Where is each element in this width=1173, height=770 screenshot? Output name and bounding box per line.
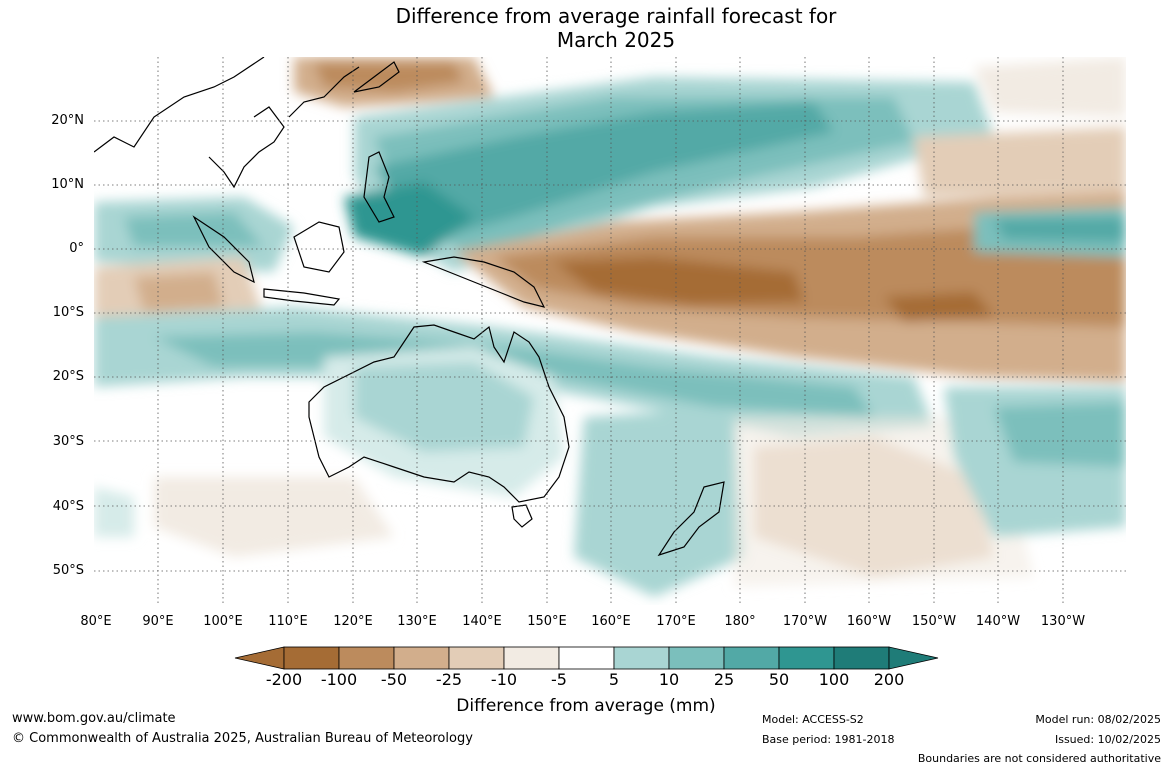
colorbar-extension-low — [234, 646, 285, 670]
dry-anomaly-northeast-pacific — [914, 127, 1126, 197]
colorbar-tick: 50 — [768, 670, 790, 689]
wet-anomaly-maritime-core — [344, 182, 474, 257]
lon-label-130w: 130°W — [1040, 614, 1086, 629]
colorbar-segment — [558, 646, 615, 670]
lon-label-120e: 120°E — [333, 614, 373, 629]
colorbar-segment — [778, 646, 835, 670]
model-run-text: Model run: 08/02/2025 — [1035, 713, 1161, 726]
colorbar-tick: -5 — [551, 670, 567, 689]
lat-label-20n: 20°N — [51, 113, 84, 128]
colorbar-segment — [338, 646, 395, 670]
lat-label-40s: 40°S — [52, 499, 84, 514]
colorbar-tick: 5 — [608, 670, 620, 689]
issued-text: Issued: 10/02/2025 — [1054, 733, 1161, 746]
disclaimer-text: Boundaries are not considered authoritat… — [917, 752, 1161, 765]
lat-label-50s: 50°S — [52, 563, 84, 578]
lon-label-130e: 130°E — [397, 614, 437, 629]
java-coastline — [263, 288, 341, 306]
colorbar-tick: -50 — [380, 670, 408, 689]
lon-label-180: 180° — [724, 614, 756, 629]
lon-label-150e: 150°E — [527, 614, 567, 629]
wet-anomaly-west-pacific-core — [374, 102, 834, 242]
colorbar-tick: -200 — [265, 670, 303, 689]
lon-label-110e: 110°E — [268, 614, 308, 629]
colorbar — [234, 646, 939, 670]
lon-label-160e: 160°E — [591, 614, 631, 629]
lon-label-150w: 150°W — [911, 614, 957, 629]
lon-label-140e: 140°E — [462, 614, 502, 629]
new-zealand-coastline — [657, 481, 725, 557]
colorbar-extension-high — [888, 646, 939, 670]
rainfall-map — [94, 57, 1126, 605]
wet-anomaly-east-pacific-core — [994, 217, 1126, 242]
borneo-coastline — [293, 221, 345, 273]
dry-anomaly-indian-ocean-south-core — [134, 272, 224, 312]
colorbar-tick: 25 — [713, 670, 735, 689]
colorbar-segment — [613, 646, 670, 670]
dry-anomaly-equatorial-pacific-east-core — [884, 292, 994, 322]
colorbar-tick: -100 — [320, 670, 358, 689]
philippines-coastline — [363, 151, 395, 223]
colorbar-segment — [833, 646, 890, 670]
asia-coastline — [94, 57, 360, 189]
dry-anomaly-southern-ocean — [154, 477, 394, 557]
colorbar-tick: -10 — [490, 670, 518, 689]
colorbar-tick: 200 — [873, 670, 905, 689]
lon-label-80e: 80°E — [80, 614, 112, 629]
copyright-text: © Commonwealth of Australia 2025, Austra… — [12, 731, 473, 746]
colorbar-tick: 100 — [818, 670, 850, 689]
wet-anomaly-indian-ocean-core — [124, 212, 264, 247]
lat-label-10n: 10°N — [51, 177, 84, 192]
new-guinea-coastline — [421, 256, 546, 308]
lon-label-160w: 160°W — [846, 614, 892, 629]
wet-anomaly-tasman — [574, 407, 744, 597]
lat-label-equator: 0° — [69, 241, 84, 256]
lon-label-140w: 140°W — [975, 614, 1021, 629]
wet-anomaly-australia-mid — [354, 362, 534, 452]
colorbar-segment — [448, 646, 505, 670]
lon-label-100e: 100°E — [203, 614, 243, 629]
model-text: Model: ACCESS-S2 — [762, 713, 864, 726]
lon-label-170e: 170°E — [656, 614, 696, 629]
tasmania-coastline — [511, 504, 533, 528]
colorbar-label: Difference from average (mm) — [456, 696, 716, 716]
rainfall-map-canvas — [94, 57, 1126, 605]
lat-label-20s: 20°S — [52, 369, 84, 384]
colorbar-tick: 10 — [658, 670, 680, 689]
lon-label-170w: 170°W — [782, 614, 828, 629]
title-line-1: Difference from average rainfall forecas… — [395, 4, 837, 28]
japan-coastline — [353, 61, 400, 93]
base-period-text: Base period: 1981-2018 — [762, 733, 895, 746]
colorbar-segment — [723, 646, 780, 670]
sumatra-coastline — [192, 215, 255, 284]
australia-coastline — [308, 324, 570, 503]
lat-label-30s: 30°S — [52, 434, 84, 449]
colorbar-segment — [283, 646, 340, 670]
colorbar-segment — [668, 646, 725, 670]
colorbar-tick: -25 — [435, 670, 463, 689]
lon-label-90e: 90°E — [142, 614, 174, 629]
dry-anomaly-equatorial-pacific-core — [554, 257, 804, 305]
map-title: Difference from average rainfall forecas… — [0, 4, 1173, 52]
title-line-2: March 2025 — [556, 28, 676, 52]
colorbar-segment — [503, 646, 560, 670]
dry-anomaly-northeast-pacific-light — [974, 57, 1126, 117]
website-link[interactable]: www.bom.gov.au/climate — [12, 711, 176, 726]
wet-anomaly-southern-ocean-west — [94, 487, 134, 537]
dry-anomaly-north-core — [314, 62, 464, 92]
lat-label-10s: 10°S — [52, 305, 84, 320]
colorbar-segment — [393, 646, 450, 670]
wet-anomaly-southeast-pacific-core — [994, 402, 1126, 467]
